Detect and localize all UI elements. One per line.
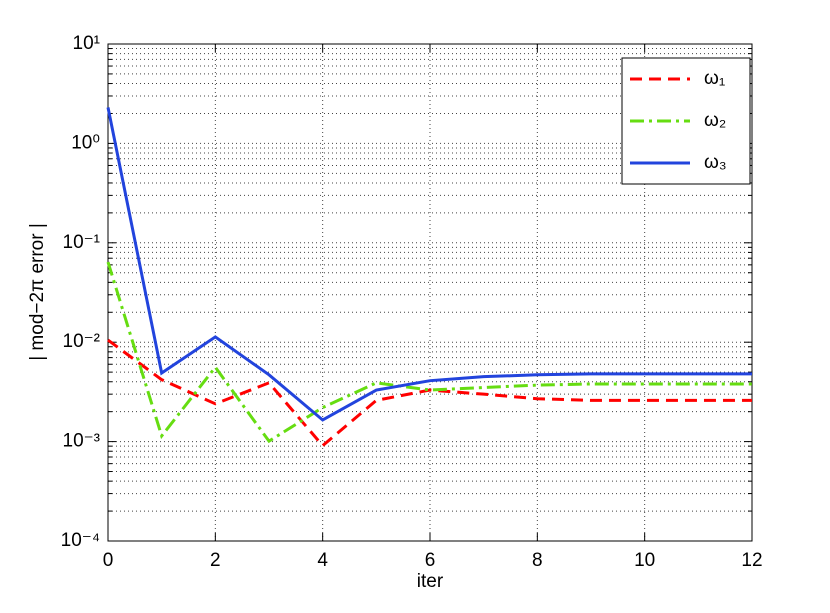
y-tick-label: 10⁰ xyxy=(71,132,100,153)
series-line xyxy=(107,338,752,448)
y-tick-label: 10¹ xyxy=(73,33,100,54)
y-tick-label: 10⁻⁴ xyxy=(61,530,100,551)
plot-frame xyxy=(107,43,753,542)
x-tick-label: 2 xyxy=(210,550,221,571)
legend-label: ω₂ xyxy=(704,110,726,131)
x-tick-label: 6 xyxy=(425,550,436,571)
legend-label: ω₃ xyxy=(704,152,727,173)
x-tick-label: 8 xyxy=(532,550,543,571)
y-tick-label: 10⁻² xyxy=(63,331,101,352)
x-tick-label: 4 xyxy=(317,550,328,571)
x-tick-label: 10 xyxy=(634,550,655,571)
legend-label: ω₁ xyxy=(704,68,725,89)
x-tick-label: 12 xyxy=(741,550,762,571)
x-axis-label: iter xyxy=(417,571,444,592)
series-line xyxy=(106,107,752,422)
x-tick-label: 0 xyxy=(103,550,114,571)
y-axis-label: | mod−2π error | xyxy=(27,223,48,361)
y-tick-label: 10⁻³ xyxy=(63,431,101,452)
y-tick-label: 10⁻¹ xyxy=(63,232,101,253)
